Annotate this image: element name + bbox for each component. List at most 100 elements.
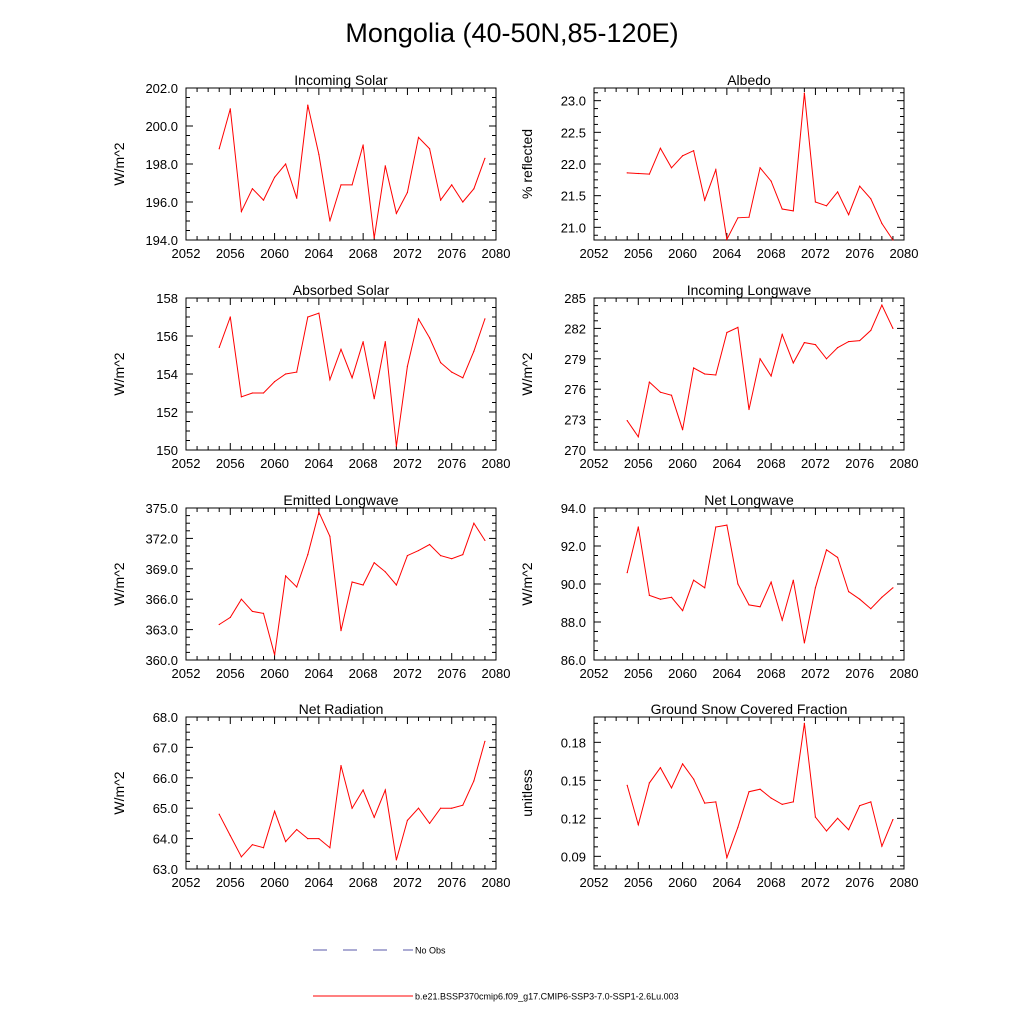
- data-point: [329, 220, 331, 222]
- data-point: [670, 787, 673, 789]
- data-point: [693, 778, 695, 780]
- y-tick-label: 279: [564, 352, 586, 367]
- panel-ground-snow-covered-fraction: 2052 2056 2060 2064 2068 2072 2076 2080 0.09 0.12…: [519, 701, 918, 890]
- data-point: [748, 791, 750, 793]
- data-point: [704, 373, 706, 375]
- y-tick-label: 372.0: [145, 531, 178, 546]
- data-point: [307, 316, 309, 318]
- data-point: [384, 165, 386, 167]
- data-point: [759, 606, 761, 608]
- data-point: [681, 763, 684, 765]
- y-tick-label: 86.0: [561, 653, 586, 668]
- data-point: [240, 598, 242, 600]
- data-point: [307, 104, 309, 106]
- data-point: [395, 212, 397, 214]
- data-point: [637, 172, 639, 175]
- data-point: [704, 802, 706, 804]
- data-point: [836, 347, 839, 349]
- data-point: [229, 834, 231, 837]
- legend-model-label: b.e21.BSSP370cmip6.f09_g17.CMIP6-SSP3-7.…: [415, 992, 679, 1002]
- y-tick-label: 273: [564, 413, 586, 428]
- data-point: [285, 841, 287, 843]
- data-point: [384, 571, 386, 573]
- panel-title: Incoming Solar: [294, 72, 388, 88]
- y-tick-label: 375.0: [145, 501, 178, 516]
- x-tick-label: 2060: [260, 666, 289, 681]
- data-point: [848, 829, 850, 831]
- plot-frame: [185, 87, 497, 241]
- data-point: [759, 788, 761, 790]
- data-point: [726, 857, 728, 859]
- data-point: [406, 191, 409, 194]
- data-point: [626, 784, 628, 787]
- x-tick-label: 2068: [757, 246, 786, 261]
- x-tick-label: 2076: [845, 246, 874, 261]
- data-point: [340, 184, 342, 186]
- data-point: [285, 373, 287, 375]
- data-point: [693, 579, 695, 581]
- x-tick-label: 2080: [890, 666, 919, 681]
- data-point: [417, 807, 420, 809]
- series-points: [218, 312, 486, 447]
- x-tick-label: 2080: [482, 246, 511, 261]
- series-line: [627, 93, 894, 241]
- data-point: [484, 157, 486, 159]
- data-point: [748, 604, 750, 606]
- data-point: [648, 782, 650, 784]
- data-point: [892, 327, 894, 329]
- series-points: [218, 511, 486, 656]
- y-tick-label: 94.0: [561, 501, 586, 516]
- y-tick-label: 360.0: [145, 653, 178, 668]
- data-point: [770, 581, 772, 583]
- panel-title: Net Radiation: [299, 701, 384, 717]
- x-tick-label: 2076: [845, 456, 874, 471]
- data-point: [417, 136, 420, 138]
- data-point: [870, 329, 872, 332]
- data-point: [251, 610, 254, 612]
- data-point: [229, 108, 231, 110]
- data-point: [737, 583, 739, 585]
- panel-net-radiation: 2052 2056 2060 2064 2068 2072 2076 2080 63.0 64.0…: [111, 701, 510, 890]
- data-point: [737, 326, 739, 328]
- y-tick-label: 22.0: [561, 157, 586, 172]
- data-point: [318, 312, 320, 314]
- y-tick-label: 154: [156, 367, 178, 382]
- data-point: [285, 163, 287, 165]
- x-tick-label: 2072: [393, 875, 422, 890]
- x-tick-label: 2076: [845, 875, 874, 890]
- data-point: [329, 535, 331, 537]
- data-point: [351, 807, 353, 809]
- data-point: [451, 558, 453, 560]
- data-point: [373, 562, 375, 564]
- data-point: [848, 340, 850, 343]
- data-point: [681, 155, 684, 157]
- x-tick-label: 2072: [801, 666, 830, 681]
- data-point: [440, 362, 442, 364]
- data-point: [373, 398, 375, 400]
- data-point: [428, 337, 431, 339]
- x-tick-label: 2072: [393, 246, 422, 261]
- data-point: [240, 396, 242, 398]
- y-axis-label: unitless: [519, 769, 535, 816]
- x-tick-label: 2056: [624, 875, 653, 890]
- x-tick-label: 2060: [668, 456, 697, 471]
- x-tick-label: 2060: [668, 666, 697, 681]
- data-point: [428, 543, 431, 546]
- data-point: [318, 153, 320, 156]
- x-tick-label: 2072: [393, 456, 422, 471]
- data-point: [737, 217, 739, 219]
- data-point: [659, 598, 662, 600]
- data-point: [704, 587, 706, 589]
- plot-frame: [185, 507, 497, 661]
- x-tick-label: 2068: [349, 456, 378, 471]
- data-point: [781, 333, 783, 336]
- data-point: [395, 584, 397, 586]
- data-point: [859, 185, 861, 187]
- y-axis-label: W/m^2: [111, 562, 127, 605]
- x-tick-label: 2068: [349, 666, 378, 681]
- data-point: [351, 184, 353, 186]
- data-point: [637, 436, 639, 438]
- data-point: [318, 838, 320, 840]
- x-tick-label: 2060: [260, 875, 289, 890]
- data-point: [428, 148, 431, 150]
